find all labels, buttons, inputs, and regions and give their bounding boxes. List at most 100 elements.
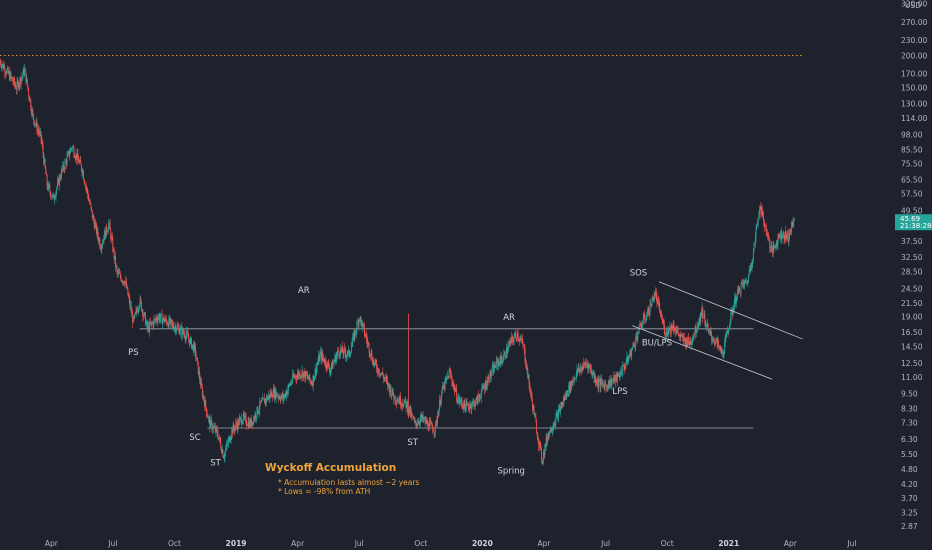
candle-body <box>0 61 2 65</box>
candle-body <box>28 96 30 101</box>
candle-body <box>9 73 11 81</box>
candle-body <box>142 310 144 317</box>
candle-body <box>618 375 620 377</box>
candle-body <box>229 439 231 442</box>
candle-body <box>72 147 74 148</box>
candle-body <box>687 337 689 344</box>
candle-body <box>553 426 555 428</box>
candle-body <box>24 68 26 76</box>
candle-body <box>436 420 438 423</box>
candle-body <box>328 363 330 368</box>
candle-body <box>500 356 502 360</box>
candle-body <box>433 431 435 433</box>
candle-body <box>182 328 184 334</box>
candle-body <box>49 186 51 192</box>
candle-body <box>307 378 309 380</box>
x-tick-label: 2021 <box>718 539 739 548</box>
candle-body <box>451 376 453 382</box>
candle-body <box>774 246 776 248</box>
candle-body <box>39 131 41 133</box>
x-axis[interactable]: Apr Jul Oct 2019 Apr Jul Oct 2020 Apr Jul Oct 2021 A… <box>45 539 857 548</box>
candle-body <box>233 424 235 429</box>
candle-body <box>193 344 194 353</box>
candle-body <box>670 324 672 333</box>
candle-body <box>331 362 332 369</box>
candle-body <box>746 280 748 284</box>
candle-body <box>751 263 753 268</box>
candle-body <box>167 324 169 328</box>
candle-body <box>750 265 752 272</box>
y-tick-label: 200.00 <box>901 52 927 61</box>
candle-body <box>508 343 510 345</box>
candle-body <box>253 417 255 425</box>
candle-body <box>627 356 629 363</box>
candle-body <box>364 334 366 336</box>
candle-body <box>644 319 646 321</box>
candle-body <box>212 429 214 430</box>
candle-body <box>293 375 295 377</box>
candle-body <box>241 423 243 425</box>
candle-body <box>793 220 795 227</box>
candle-body <box>610 379 612 386</box>
candle-body <box>205 407 207 415</box>
candle-body <box>620 370 622 375</box>
candle-body <box>689 341 691 345</box>
candle-body <box>113 249 114 252</box>
candle-body <box>128 294 129 297</box>
candle-body <box>595 382 597 383</box>
candle-body <box>706 323 708 327</box>
candle-body <box>754 243 756 244</box>
candle-body <box>547 436 549 443</box>
channel-lower-line <box>632 325 773 380</box>
candle-body <box>352 336 354 343</box>
candle-body <box>763 221 765 227</box>
candle-body <box>542 460 544 464</box>
candle-body <box>115 266 117 267</box>
candle-body <box>405 401 407 408</box>
candle-body <box>656 296 658 304</box>
candle-body <box>781 238 783 240</box>
candle-body <box>10 73 12 77</box>
candle-body <box>243 414 245 417</box>
y-tick-label: 270.00 <box>901 18 927 27</box>
candle-body <box>729 323 731 328</box>
candle-body <box>22 74 24 77</box>
candle-body <box>174 326 176 328</box>
annotation-label: ST <box>407 438 418 448</box>
y-tick-label: 320.00 <box>901 0 927 8</box>
candle-body <box>506 347 508 353</box>
candle-body <box>564 397 566 401</box>
candle-body <box>733 309 734 311</box>
candle-body <box>618 375 620 377</box>
candle-body <box>770 245 772 249</box>
candle-body <box>257 406 259 414</box>
x-tick-label: Oct <box>168 539 181 548</box>
y-tick-label: 3.70 <box>901 494 918 503</box>
candle-body <box>419 417 421 423</box>
candle-body <box>245 416 247 425</box>
candle-body <box>611 381 613 386</box>
candle-body <box>489 381 490 383</box>
x-tick-label: Jul <box>846 539 856 548</box>
candle-body <box>594 375 596 378</box>
candle-body <box>690 342 692 345</box>
candle-body <box>38 131 40 134</box>
candle-body <box>220 441 222 449</box>
candle-body <box>432 431 434 432</box>
candle-body <box>470 404 472 410</box>
candle-body <box>642 317 644 323</box>
y-axis[interactable]: USD 320.00 270.00 230.00 200.00 170.00 150.00… <box>893 0 932 550</box>
candle-body <box>217 434 219 440</box>
candle-body <box>370 354 371 357</box>
candle-body <box>527 368 529 379</box>
candle-body <box>630 349 632 357</box>
candle-body <box>214 427 216 428</box>
candle-body <box>149 322 151 332</box>
candle-body <box>779 235 781 238</box>
candle-body <box>281 394 283 399</box>
candle-body <box>485 381 487 389</box>
candle-body <box>365 335 367 336</box>
y-tick-label: 19.00 <box>901 312 923 321</box>
candle-body <box>30 99 32 110</box>
candle-body <box>272 397 274 398</box>
